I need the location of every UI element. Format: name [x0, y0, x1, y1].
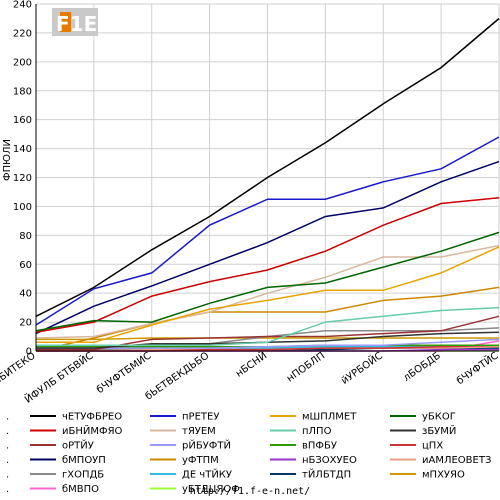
legend-label: уБКОГ — [422, 412, 456, 423]
legend-label: иАМЛЕОВЕТЗ — [422, 455, 491, 466]
y-tick-label: 240 — [13, 0, 32, 11]
legend-label: оРТЙУ — [62, 439, 94, 452]
y-tick-labels: 0 20 40 60 80 100 120 140 160 180 200 220 240 — [13, 0, 32, 358]
legend-marker: . — [6, 484, 9, 495]
legend-label: бМПОУП — [62, 455, 106, 466]
legend-label: уФТПМ — [182, 455, 219, 466]
legend-label: нБЗОХУЕО — [302, 455, 357, 466]
y-tick-label: 0 — [26, 347, 32, 358]
x-tick-label: вБИТЕКО — [0, 350, 38, 386]
series-line — [36, 246, 500, 344]
y-tick-label: 40 — [19, 289, 32, 300]
x-tick-label: лБОБДБ — [402, 350, 443, 384]
legend-label: вПФБУ — [302, 441, 337, 452]
legend-label: бМВПО — [62, 484, 99, 495]
legend-marker: . — [6, 412, 9, 423]
f1en-logo: F1EN — [52, 8, 114, 36]
y-tick-label: 20 — [19, 318, 32, 329]
legend-marker: . — [6, 426, 9, 437]
chart-legend: . чЕТУФБРЕО пРЕТЕУ мШПЛМЕТ уБКОГ. иБНЙМФЯО тЯУ… — [6, 412, 491, 496]
legend-label: цПХ — [422, 441, 443, 452]
legend-label: пЛПО — [302, 426, 332, 437]
x-tick-label: бЧУФТЙС — [454, 349, 500, 387]
x-tick-label: йУРБОЙС — [338, 349, 385, 387]
y-axis-label: ФПЮЛИ — [2, 139, 13, 181]
series-line — [35, 231, 500, 332]
series-line — [36, 337, 499, 341]
y-tick-label: 100 — [13, 202, 32, 213]
legend-marker: . — [6, 470, 9, 481]
y-tick-label: 140 — [13, 144, 32, 155]
x-tick-label: нБСНЙ — [233, 349, 269, 380]
series-line — [35, 160, 500, 335]
series-line — [36, 306, 500, 346]
y-tick-label: 200 — [13, 57, 32, 68]
legend-label: уБТДЦЯОФ — [182, 484, 240, 495]
x-tick-label: нПОБЛП — [285, 350, 327, 384]
legend-label: пРЕТЕУ — [182, 412, 219, 423]
series-line — [35, 196, 500, 333]
y-tick-label: 80 — [19, 231, 32, 242]
y-tick-label: 160 — [13, 115, 32, 126]
legend-marker: . — [6, 455, 9, 466]
y-tick-label: 120 — [13, 173, 32, 184]
logo-background — [52, 8, 98, 36]
legend-label: мПХУЯО — [422, 470, 465, 481]
legend-marker: . — [6, 441, 9, 452]
x-tick-label: бЬЕТВЕКДЬБО — [143, 350, 211, 402]
series-line — [36, 338, 500, 349]
footer-url: http://f1.f-e-n.net/ — [190, 486, 310, 497]
legend-label: иБНЙМФЯО — [62, 424, 123, 437]
chart-axes — [35, 4, 499, 352]
series-line — [35, 286, 500, 352]
legend-label: гХОПДБ — [62, 470, 104, 481]
series-line — [35, 17, 500, 317]
legend-label: чЕТУФБРЕО — [62, 412, 122, 423]
legend-label: ДЕ чТЙКУ — [182, 468, 232, 481]
legend-label: тЙЛБТДП — [302, 468, 351, 481]
legend-label: рЙБУФТЙ — [182, 439, 231, 452]
y-tick-label: 220 — [13, 28, 32, 39]
logo-text: F1EN — [56, 12, 114, 36]
logo-accent — [60, 12, 71, 32]
y-tick-label: 180 — [13, 86, 32, 97]
legend-label: мШПЛМЕТ — [302, 412, 357, 423]
legend-label: зБУМЙ — [422, 424, 456, 437]
legend-label: тЯУЕМ — [182, 426, 216, 437]
series-line — [35, 136, 500, 326]
y-tick-label: 60 — [19, 260, 32, 271]
x-tick-label: бЧУФТБМИС — [95, 350, 154, 396]
